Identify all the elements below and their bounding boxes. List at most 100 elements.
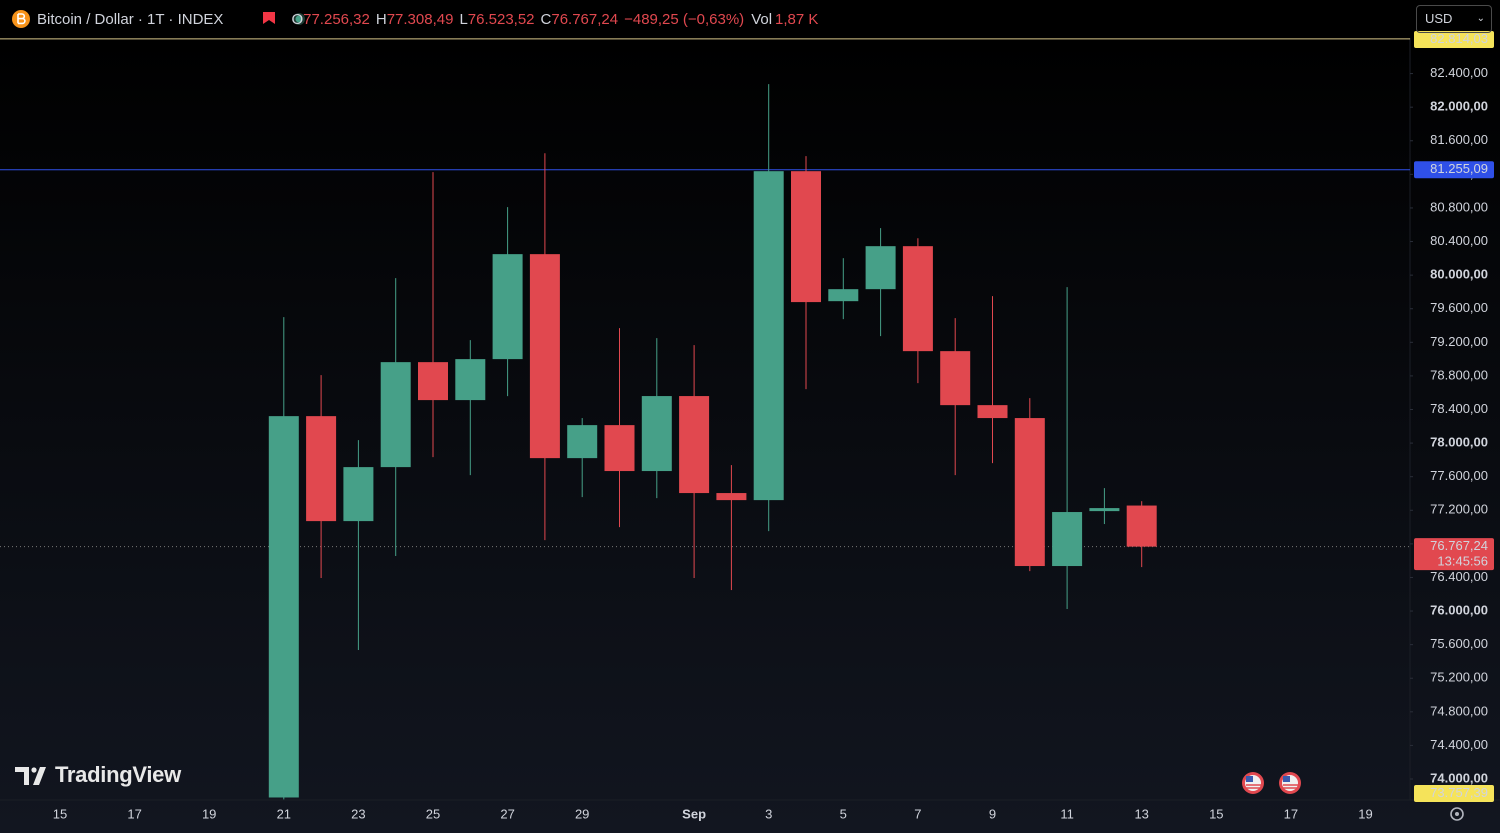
- ohlc-value: 77.308,49: [386, 10, 454, 28]
- price-change: −489,25 (−0,63%): [624, 10, 745, 28]
- x-tick-label: 25: [426, 806, 440, 821]
- ohlc-key: H: [375, 10, 387, 28]
- y-tick-label: 76.000,00: [1430, 602, 1488, 617]
- ohlc-key: L: [459, 10, 468, 28]
- current-price-label-box: [1414, 538, 1494, 571]
- y-tick-label: 77.200,00: [1430, 502, 1488, 517]
- currency-select[interactable]: USD ⌄: [1416, 5, 1492, 33]
- candle-body: [791, 171, 821, 303]
- x-tick-label: 9: [989, 806, 996, 821]
- countdown-label: 13:45:56: [1437, 554, 1488, 569]
- x-tick-label: 11: [1060, 806, 1074, 821]
- x-tick-label: 23: [351, 806, 365, 821]
- x-tick-label: 15: [53, 806, 67, 821]
- settings-button[interactable]: [1450, 807, 1464, 821]
- ohlc-key: O: [291, 10, 304, 28]
- range-high-label-box: [1414, 31, 1494, 48]
- range-low-label: 73.757,39: [1430, 785, 1488, 800]
- x-tick-label: Sep: [682, 806, 706, 821]
- candle-body: [306, 416, 337, 522]
- range-low-label-box: [1414, 785, 1494, 802]
- currency-label: USD: [1425, 11, 1453, 26]
- plot-background: [0, 38, 1500, 833]
- candle-body: [716, 493, 747, 501]
- y-tick-label: 74.400,00: [1430, 737, 1488, 752]
- y-tick-label: 80.800,00: [1430, 199, 1488, 214]
- candle-body: [1014, 418, 1045, 567]
- x-tick-label: 29: [575, 806, 589, 821]
- settings-button-center: [1455, 812, 1459, 816]
- x-tick-label: 21: [277, 806, 291, 821]
- y-tick-label: 74.800,00: [1430, 703, 1488, 718]
- candle-body: [418, 362, 448, 401]
- x-tick-label: 19: [202, 806, 216, 821]
- range-high-label: 82.814,03: [1430, 31, 1488, 46]
- candle-body: [865, 246, 896, 290]
- flag-icon[interactable]: [263, 12, 275, 24]
- legend-bar: Bitcoin / Dollar · 1T · INDEX O 77.256,32…: [0, 0, 1500, 38]
- y-tick-label: 82.400,00: [1430, 65, 1488, 80]
- candle-body: [455, 359, 486, 401]
- x-tick-label: 27: [500, 806, 514, 821]
- volume-value: 1,87 K: [775, 10, 819, 28]
- y-tick-label: 80.400,00: [1430, 233, 1488, 248]
- y-tick-label: 78.400,00: [1430, 401, 1488, 416]
- y-tick-label: 82.000,00: [1430, 99, 1488, 114]
- candle-body: [1089, 508, 1120, 512]
- brand-logo: [31, 767, 37, 773]
- candle-body: [977, 405, 1008, 419]
- volume-key: Vol: [751, 10, 773, 28]
- candle-body: [679, 396, 710, 494]
- event-icon[interactable]: [1242, 772, 1264, 794]
- price-line-label-box: [1414, 161, 1494, 179]
- price-line-label: 81.255,09: [1430, 161, 1488, 176]
- candle-body: [604, 425, 635, 472]
- candle-body: [343, 467, 374, 522]
- y-tick-label: 81.600,00: [1430, 132, 1488, 147]
- y-tick-label: 77.600,00: [1430, 468, 1488, 483]
- ohlc-value: 76.523,52: [467, 10, 535, 28]
- y-tick-label: 75.600,00: [1430, 636, 1488, 651]
- x-tick-label: 3: [765, 806, 772, 821]
- candle-body: [268, 416, 299, 798]
- ohlc-key: C: [540, 10, 552, 28]
- candle-body: [380, 362, 411, 468]
- candle-body: [1052, 512, 1083, 567]
- candle-body: [529, 254, 560, 459]
- x-tick-label: 7: [914, 806, 921, 821]
- y-tick-label: 74.000,00: [1430, 770, 1488, 785]
- x-tick-label: 15: [1209, 806, 1223, 821]
- symbol-name[interactable]: Bitcoin / Dollar · 1T · INDEX: [37, 10, 224, 28]
- y-tick-label: 78.000,00: [1430, 435, 1488, 450]
- x-tick-label: 17: [1284, 806, 1298, 821]
- x-tick-label: 13: [1134, 806, 1148, 821]
- candle-body: [753, 171, 784, 501]
- market-status-dot: [295, 15, 303, 23]
- dropdown-arrow: ⌄: [1476, 13, 1485, 24]
- x-tick-label: 19: [1358, 806, 1372, 821]
- candle-body: [828, 289, 859, 302]
- x-tick-label: 17: [127, 806, 141, 821]
- candle-body: [567, 425, 598, 459]
- brand-name: TradingView: [55, 762, 181, 787]
- candle-body: [1126, 505, 1157, 547]
- candle-body: [492, 254, 523, 360]
- y-tick-label: 78.800,00: [1430, 367, 1488, 382]
- y-tick-label: 80.000,00: [1430, 267, 1488, 282]
- x-tick-label: 5: [840, 806, 847, 821]
- event-icon[interactable]: [1279, 772, 1301, 794]
- y-tick-label: 75.200,00: [1430, 670, 1488, 685]
- candle-body: [902, 246, 933, 352]
- candle-body: [641, 396, 672, 472]
- ohlc-value: 76.767,24: [551, 10, 619, 28]
- current-price-label: 76.767,24: [1430, 538, 1488, 553]
- symbol-icon-glyph: [17, 13, 26, 25]
- y-tick-label: 76.400,00: [1430, 569, 1488, 584]
- y-tick-label: 79.200,00: [1430, 334, 1488, 349]
- ohlc-value: 77.256,32: [303, 10, 370, 28]
- y-tick-label: 79.600,00: [1430, 300, 1488, 315]
- candle-body: [940, 351, 971, 406]
- brand-logo: [15, 767, 46, 785]
